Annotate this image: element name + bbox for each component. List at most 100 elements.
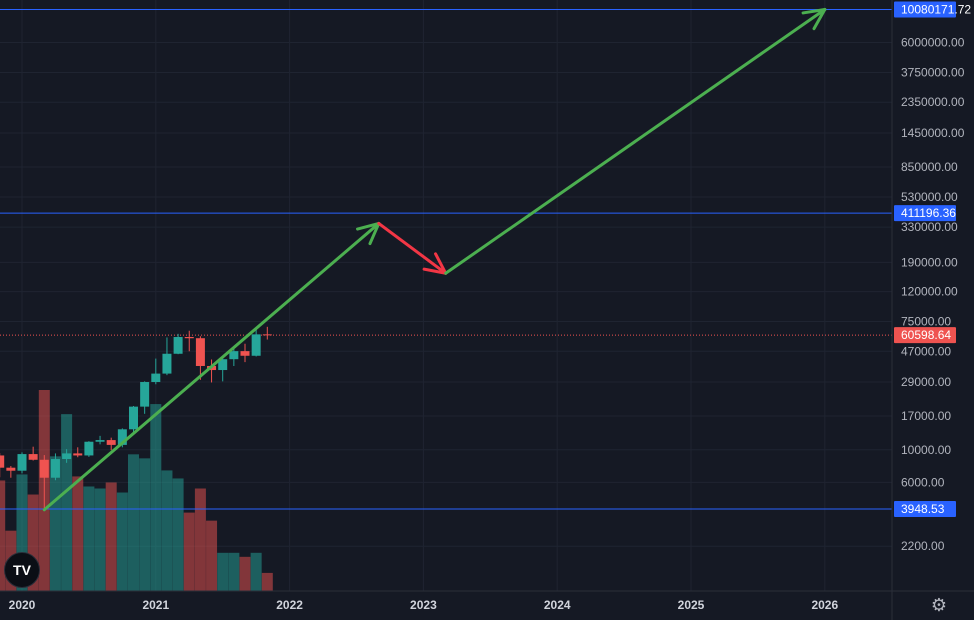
candle [184,330,194,352]
volume-bar [161,470,173,591]
candle-body [39,459,49,478]
y-tick-label: 29000.00 [901,375,951,389]
y-tick-label: 6000000.00 [901,36,965,50]
x-tick-label: 2023 [410,598,437,612]
x-tick-label: 2022 [276,598,303,612]
volume-bar [150,404,162,591]
candle-body [106,440,116,445]
x-tick-label: 2025 [678,598,705,612]
arrow-head [812,7,827,31]
candle [229,346,239,366]
price-label-bg [894,1,956,18]
candle [95,435,105,445]
horizontal-levels [0,8,892,510]
volume-bar [250,552,262,591]
gear-icon[interactable]: ⚙ [930,595,948,615]
candle-body [151,373,161,383]
x-tick-label: 2021 [142,598,169,612]
volume-bar [228,552,240,591]
volume-bar [61,414,73,591]
price-label-text: 10080171.72 [901,2,971,16]
candle [151,358,161,385]
price-label-text: 60598.64 [901,328,951,342]
candle-body [195,338,205,366]
volume-bar [183,512,195,591]
volume-bar [139,458,151,591]
y-tick-label: 6000.00 [901,475,945,489]
arrow-green[interactable] [42,221,381,512]
candle-body [17,454,27,471]
volume-bar [83,486,95,591]
price-label-bg [894,205,956,222]
level-price-label: 3948.53 [894,500,956,517]
candle-body [229,351,239,360]
y-tick-label: 530000.00 [901,190,958,204]
volume-bar [194,488,206,591]
volume-bar [261,572,273,591]
candlesticks [0,326,272,511]
volume-bar [16,474,28,591]
candle [17,452,27,474]
x-tick-label: 2020 [9,598,36,612]
candle-body [62,453,72,460]
y-tick-label: 47000.00 [901,344,951,358]
candle-body [262,334,272,336]
x-tick-label: 2026 [811,598,838,612]
candle-body [162,353,172,374]
grid [0,0,892,591]
logo-text: TV [13,562,31,578]
tradingview-logo[interactable]: TV [4,552,40,588]
candle [195,336,205,380]
candle-body [240,351,250,356]
price-label-text: 411196.36 [901,206,956,220]
candle-body [251,334,261,356]
candle [62,449,72,463]
candle-body [129,406,138,430]
y-tick-label: 850000.00 [901,160,958,174]
candle [240,343,250,363]
arrow-green[interactable] [444,7,827,275]
arrow-shaft [42,221,381,512]
candle-body [184,337,194,339]
time-axis[interactable]: 2020 2021 2022 2023 2024 2025 2026 [9,598,839,612]
arrow-head [434,252,448,275]
y-tick-label: 1450000.00 [901,126,965,140]
y-tick-label: 3750000.00 [901,65,965,79]
candle [218,357,228,382]
candle [106,437,116,451]
y-tick-label: 2200.00 [901,539,945,553]
level-price-label: 10080171.72 [894,1,971,18]
price-label-bg [894,327,956,344]
candle [73,447,83,458]
volume-bar [49,456,61,591]
candle-body [50,459,60,478]
arrow-shaft [444,7,827,275]
arrow-head [368,221,381,246]
volume-bar [72,476,84,591]
drawn-arrows[interactable] [42,7,827,512]
candle-body [117,429,127,445]
candle [262,326,272,340]
y-tick-label: 10000.00 [901,443,951,457]
price-label-text: 3948.53 [901,502,945,516]
candle [140,381,150,414]
volume-bar [105,482,117,591]
price-axis[interactable]: 2200.00 6000.00 10000.00 17000.00 29000.00 47… [901,36,965,554]
candle-body [95,440,105,442]
candle-body [173,337,183,354]
current-price-label: 60598.64 [894,327,956,344]
volume-bar [0,480,6,591]
x-tick-label: 2024 [544,598,571,612]
y-tick-label: 75000.00 [901,315,951,329]
candle [39,455,49,511]
y-tick-label: 120000.00 [901,285,958,299]
candle [162,337,172,376]
volume-bar [217,552,229,591]
candle-body [6,467,16,471]
volume-bar [172,478,184,591]
arrow-red[interactable] [377,221,448,275]
level-price-label: 411196.36 [894,205,956,222]
volume-bar [128,454,139,591]
y-tick-label: 330000.00 [901,220,958,234]
